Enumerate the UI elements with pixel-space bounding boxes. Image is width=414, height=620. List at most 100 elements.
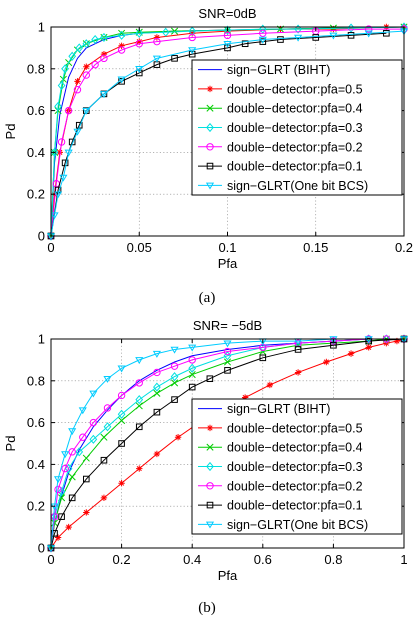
- x-tick-label: 0.8: [324, 552, 342, 567]
- x-tick-label: 0.2: [113, 552, 131, 567]
- data-point: [100, 32, 108, 43]
- series-double-detector-pfa-0-1: [47, 29, 390, 240]
- data-point: [347, 32, 355, 39]
- data-point: [364, 30, 373, 38]
- data-point: [171, 396, 178, 403]
- x-tick-label: 0: [47, 240, 54, 255]
- data-point: [89, 390, 98, 398]
- legend-marker: [206, 482, 214, 490]
- data-point: [259, 29, 267, 37]
- data-point: [393, 337, 401, 345]
- data-point: [136, 38, 143, 45]
- legend-label: double−detector:pfa=0.5: [227, 421, 363, 435]
- data-point: [161, 27, 170, 37]
- data-point: [136, 465, 143, 472]
- data-point: [118, 42, 125, 50]
- data-point: [135, 402, 143, 410]
- legend-label: sign−GLRT(One bit BCS): [227, 518, 368, 532]
- data-point: [241, 40, 249, 48]
- data-point: [61, 464, 69, 473]
- data-point: [58, 513, 65, 520]
- data-point: [64, 464, 73, 474]
- series-sign-glrt-one-bit-bcs: [46, 28, 409, 241]
- data-point: [224, 44, 231, 52]
- data-point: [223, 31, 232, 40]
- data-point: [153, 37, 161, 46]
- data-point: [74, 78, 81, 85]
- data-point: [82, 107, 91, 115]
- data-point: [170, 379, 179, 387]
- x-tick-label: 0.6: [254, 552, 272, 567]
- data-point: [294, 24, 302, 34]
- y-tick-label: 0.2: [27, 187, 45, 202]
- y-tick-label: 0.6: [27, 415, 45, 430]
- chart-b-snr-minus-5db: 0 0.2 0.4 0.6 0.8 1 0 0.2 0.4 0.6 0.8 1 SNR= −5dB Pfa…: [3, 318, 409, 616]
- x-tick-label: 1: [400, 552, 407, 567]
- data-point: [54, 101, 62, 111]
- data-point: [103, 404, 112, 412]
- legend-entry-double-detector-pfa-0-4: double−detector:pfa=0.4: [198, 102, 363, 116]
- data-point: [51, 530, 58, 537]
- legend-label: double−detector:pfa=0.4: [227, 441, 363, 455]
- data-point: [135, 66, 144, 73]
- data-point: [153, 34, 161, 41]
- data-point: [68, 473, 76, 481]
- legend-entry-sign-glrt-biht: sign−GLRT (BIHT): [198, 402, 330, 416]
- data-point: [170, 362, 179, 370]
- legend-entry-double-detector-pfa-0-3: double−detector:pfa=0.3: [198, 460, 363, 474]
- data-point: [100, 50, 108, 58]
- y-tick-label: 1: [38, 332, 45, 347]
- data-point: [152, 350, 161, 358]
- y-tick-label: 0.6: [27, 103, 45, 118]
- data-point: [91, 34, 99, 45]
- data-point: [223, 25, 232, 35]
- data-point: [57, 80, 66, 91]
- data-point: [117, 30, 126, 40]
- data-point: [103, 422, 112, 432]
- legend-label: sign−GLRT(One bit BCS): [227, 179, 368, 193]
- data-point: [135, 395, 144, 405]
- data-point: [312, 34, 320, 41]
- legend-label: double−detector:pfa=0.5: [227, 82, 363, 96]
- data-point: [100, 456, 108, 464]
- legend-label: double−detector:pfa=0.1: [227, 499, 363, 513]
- legend-marker: [206, 501, 214, 509]
- data-point: [61, 64, 69, 74]
- y-tick-label: 0.4: [27, 145, 45, 160]
- legend-entry-double-detector-pfa-0-5: double−detector:pfa=0.5: [198, 421, 363, 435]
- data-point: [365, 25, 373, 33]
- data-point: [188, 47, 197, 55]
- data-point: [117, 409, 126, 419]
- data-point: [223, 340, 232, 348]
- legend-box: [191, 59, 403, 196]
- data-point: [170, 346, 179, 354]
- x-tick-label: 0.05: [127, 240, 152, 255]
- data-point: [206, 375, 214, 383]
- data-point: [73, 86, 82, 94]
- y-tick-label: 0.4: [27, 457, 45, 472]
- y-tick-label: 1: [38, 20, 45, 35]
- legend-marker: [206, 162, 214, 170]
- data-point: [89, 418, 98, 427]
- data-point: [65, 523, 72, 531]
- legend-entry-double-detector-pfa-0-2: double−detector:pfa=0.2: [198, 140, 363, 154]
- data-point: [188, 33, 196, 42]
- data-point: [365, 344, 372, 351]
- data-point: [89, 434, 98, 444]
- chart-a-snr-0db: 0 0.05 0.1 0.15 0.2 0 0.2 0.4 0.6 0.8 1 SNR=0dB Pfa P…: [3, 6, 413, 306]
- data-point: [266, 381, 274, 389]
- data-point: [118, 416, 126, 425]
- series-line: [50, 26, 405, 237]
- legend-marker: [206, 85, 214, 93]
- legend-marker: [206, 104, 214, 112]
- legend-entry-sign-glrt-one-bit-bcs: sign−GLRT(One bit BCS): [198, 518, 368, 532]
- data-point: [50, 519, 59, 527]
- data-point: [153, 382, 161, 392]
- data-point: [59, 174, 68, 182]
- legend-label: double−detector:pfa=0.2: [227, 140, 363, 154]
- data-point: [152, 55, 161, 63]
- x-axis-label: Pfa: [218, 256, 238, 271]
- data-point: [258, 36, 267, 44]
- data-point: [61, 451, 70, 459]
- legend-label: double−detector:pfa=0.4: [227, 102, 363, 116]
